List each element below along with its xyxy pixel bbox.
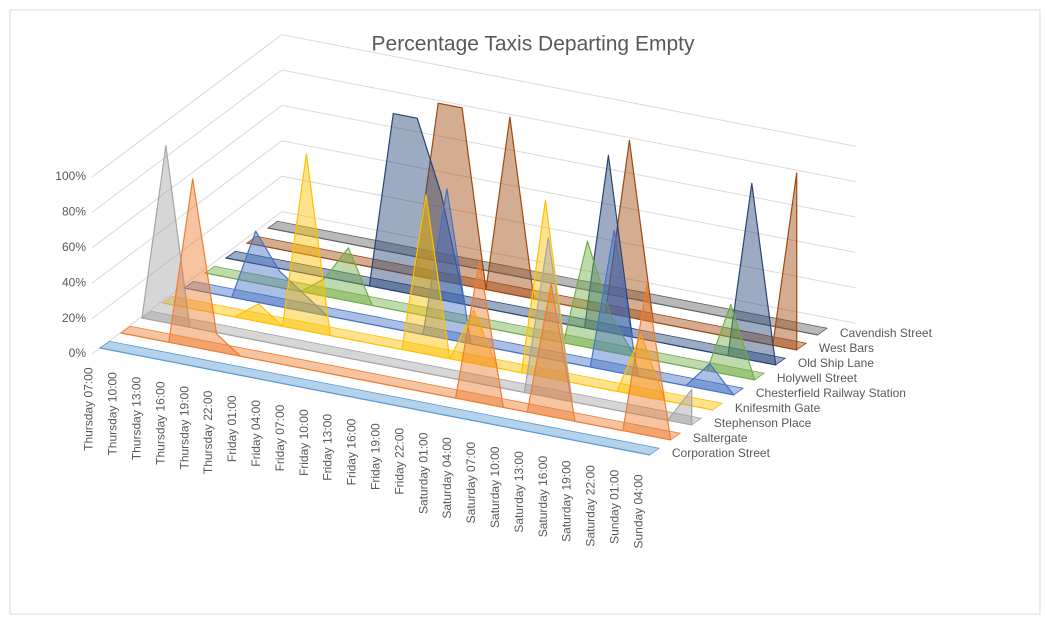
x-tick-label: Thursday 19:00 <box>177 386 191 470</box>
x-tick-label: Friday 22:00 <box>392 428 406 495</box>
x-tick-label: Saturday 07:00 <box>464 442 478 524</box>
x-tick-label: Friday 10:00 <box>297 409 311 476</box>
x-tick-label: Saturday 04:00 <box>440 437 454 519</box>
x-tick-label: Thursday 16:00 <box>153 381 167 465</box>
x-tick-label: Friday 13:00 <box>321 414 335 481</box>
series-area <box>225 112 777 366</box>
x-tick-label: Saturday 01:00 <box>416 432 430 514</box>
x-tick-label: Thursday 10:00 <box>106 372 120 456</box>
x-tick-label: Sunday 04:00 <box>631 474 645 548</box>
x-tick-label: Saturday 10:00 <box>488 446 502 528</box>
y-tick-label: 40% <box>62 275 86 289</box>
grid-line <box>91 175 856 319</box>
grid-line <box>91 140 856 284</box>
x-tick-label: Friday 16:00 <box>345 418 359 485</box>
grid-line <box>91 34 856 178</box>
series-label: Holywell Street <box>777 371 858 385</box>
chart-border <box>9 9 1041 615</box>
series-area <box>99 347 651 456</box>
x-tick-label: Saturday 13:00 <box>512 451 526 533</box>
chart-title: Percentage Taxis Departing Empty <box>372 33 695 56</box>
series-label: Cavendish Street <box>840 326 933 340</box>
series-label: Chesterfield Railway Station <box>756 386 906 400</box>
x-tick-label: Saturday 19:00 <box>560 460 574 542</box>
y-tick-label: 20% <box>62 311 86 325</box>
x-tick-label: Thursday 07:00 <box>82 367 96 451</box>
x-tick-label: Thursday 13:00 <box>129 376 143 460</box>
series-area <box>162 153 714 411</box>
x-tick-label: Friday 01:00 <box>225 395 239 462</box>
series-label: West Bars <box>819 341 874 355</box>
grid-line <box>91 69 856 213</box>
series-label: Knifesmith Gate <box>735 401 821 415</box>
series-label: Corporation Street <box>672 446 771 460</box>
y-tick-label: 0% <box>69 346 87 360</box>
x-tick-label: Friday 04:00 <box>249 400 263 467</box>
series-label: Old Ship Lane <box>798 356 874 370</box>
series-area <box>141 145 693 426</box>
y-tick-label: 60% <box>62 240 86 254</box>
x-tick-label: Friday 19:00 <box>368 423 382 490</box>
x-tick-label: Sunday 01:00 <box>607 469 621 543</box>
x-tick-label: Friday 07:00 <box>273 404 287 471</box>
series-label: Saltergate <box>693 431 748 445</box>
x-tick-label: Saturday 22:00 <box>584 465 598 547</box>
y-tick-label: 100% <box>55 169 86 183</box>
x-tick-label: Thursday 22:00 <box>201 390 215 474</box>
grid-line <box>91 211 856 355</box>
y-tick-label: 80% <box>62 205 86 219</box>
grid-line <box>91 104 856 249</box>
series-area <box>120 178 672 441</box>
x-tick-label: Saturday 16:00 <box>536 456 550 538</box>
series-area <box>246 102 798 351</box>
series-label: Stephenson Place <box>714 416 812 430</box>
